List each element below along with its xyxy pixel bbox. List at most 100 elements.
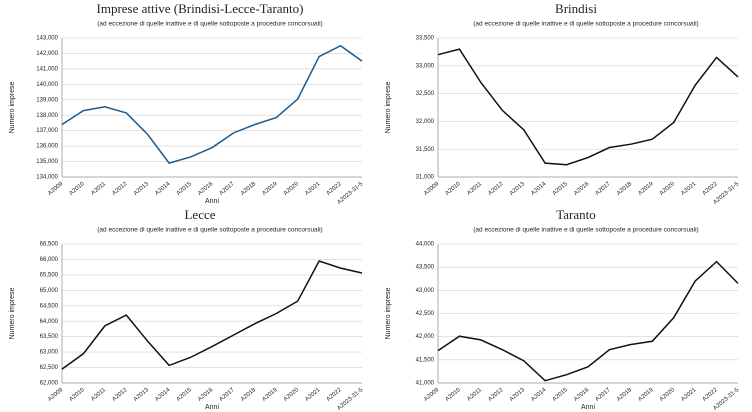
x-tick-label: A2016 xyxy=(197,181,215,197)
x-tick-label: A2013 xyxy=(509,387,527,403)
x-tick-label: A2022 xyxy=(326,387,344,403)
x-tick-label: A2015 xyxy=(552,387,570,403)
x-tick-label: A2017 xyxy=(595,181,613,197)
x-tick-label: A2019 xyxy=(261,387,279,403)
y-tick-label: 33,000 xyxy=(416,63,435,69)
x-tick-label: A2011 xyxy=(466,387,483,403)
x-tick-label: A2019 xyxy=(637,387,655,403)
y-tick-label: 31,000 xyxy=(416,175,435,181)
y-tick-label: 136,000 xyxy=(36,144,58,150)
y-tick-label: 66,500 xyxy=(40,242,59,248)
x-tick-label: A2017 xyxy=(219,387,237,403)
x-tick-label: A2011 xyxy=(466,181,483,197)
y-tick-label: 134,000 xyxy=(36,175,58,181)
chart-title: Imprese attive (Brindisi-Lecce-Taranto) xyxy=(97,1,304,16)
y-axis-label: Numero imprese xyxy=(385,288,392,340)
x-tick-label: A2012 xyxy=(487,387,505,403)
x-tick-label: A2014 xyxy=(154,387,172,403)
x-tick-label: A2021 xyxy=(680,181,698,197)
x-tick-label: A2021 xyxy=(304,181,322,197)
x-tick-label: A2009 xyxy=(423,181,441,197)
x-tick-label: A2016 xyxy=(573,387,591,403)
x-tick-label: A2014 xyxy=(530,181,548,197)
y-tick-label: 33,500 xyxy=(416,36,435,42)
x-axis-label: Anni xyxy=(205,198,219,205)
y-tick-label: 141,000 xyxy=(36,66,58,72)
data-line xyxy=(437,48,739,166)
y-tick-label: 64,000 xyxy=(40,319,59,325)
x-tick-label: A2013 xyxy=(133,181,151,197)
y-tick-label: 138,000 xyxy=(36,113,58,119)
y-tick-label: 143,000 xyxy=(36,36,58,42)
x-tick-label: A2017 xyxy=(219,181,237,197)
x-axis-label: Anni xyxy=(581,404,595,411)
x-tick-label: A2009 xyxy=(47,387,65,403)
x-tick-label: A2015 xyxy=(176,181,194,197)
x-tick-label: A2009 xyxy=(47,181,65,197)
x-tick-label: A2012 xyxy=(111,181,129,197)
x-tick-label: A2020 xyxy=(659,387,677,403)
y-tick-label: 66,000 xyxy=(40,257,59,263)
chart-subtitle: (ad eccezione di quelle inattive e di qu… xyxy=(473,227,698,234)
x-tick-label: A2015 xyxy=(552,181,570,197)
data-line xyxy=(61,260,363,370)
x-tick-label: A2020 xyxy=(283,181,301,197)
x-tick-label: A2017 xyxy=(595,387,613,403)
chart-panel: Brindisi (ad eccezione di quelle inattive… xyxy=(385,1,741,206)
x-tick-label: A2021 xyxy=(680,387,698,403)
y-tick-label: 62,500 xyxy=(40,365,59,371)
y-tick-label: 41,000 xyxy=(416,381,435,387)
x-tick-label: A2012 xyxy=(487,181,505,197)
x-tick-label: A2015 xyxy=(176,387,194,403)
y-tick-label: 139,000 xyxy=(36,97,58,103)
data-line xyxy=(437,260,739,382)
x-tick-label: A2016 xyxy=(197,387,215,403)
x-tick-label: A2019 xyxy=(637,181,655,197)
y-tick-label: 32,500 xyxy=(416,91,435,97)
x-tick-label: A2010 xyxy=(445,387,463,403)
x-tick-label: A2022 xyxy=(702,181,720,197)
y-tick-label: 42,000 xyxy=(416,334,435,340)
y-tick-label: 62,000 xyxy=(40,381,59,387)
y-tick-label: 44,000 xyxy=(416,242,435,248)
x-tick-label: A2020 xyxy=(283,387,301,403)
x-tick-label: A2019 xyxy=(261,181,279,197)
y-tick-label: 43,000 xyxy=(416,288,435,294)
x-tick-label: A2022 xyxy=(702,387,720,403)
x-tick-label: A2020 xyxy=(659,181,677,197)
chart-panel: Lecce (ad eccezione di quelle inattive e … xyxy=(9,207,365,412)
y-tick-label: 65,500 xyxy=(40,272,59,278)
x-tick-label: A2010 xyxy=(69,181,87,197)
y-tick-label: 64,500 xyxy=(40,303,59,309)
x-tick-label: A2011 xyxy=(90,181,107,197)
x-tick-label: A2018 xyxy=(616,387,634,403)
y-tick-label: 43,500 xyxy=(416,265,435,271)
x-tick-label: A2013 xyxy=(509,181,527,197)
y-tick-label: 32,000 xyxy=(416,119,435,125)
x-tick-label: A2009 xyxy=(423,387,441,403)
chart-subtitle: (ad eccezione di quelle inattive e di qu… xyxy=(97,227,322,234)
data-line xyxy=(61,44,363,164)
x-tick-label: A2014 xyxy=(530,387,548,403)
x-tick-label: A2010 xyxy=(69,387,87,403)
y-axis-label: Numero imprese xyxy=(385,82,392,134)
x-tick-label: A2010 xyxy=(445,181,463,197)
chart-subtitle: (ad eccezione di quelle inattive e di qu… xyxy=(473,21,698,28)
y-tick-label: 63,500 xyxy=(40,334,59,340)
y-tick-label: 137,000 xyxy=(36,128,58,134)
chart-panel: Taranto (ad eccezione di quelle inattive … xyxy=(385,207,741,412)
x-axis-label: Anni xyxy=(205,404,219,411)
y-axis-label: Numero imprese xyxy=(9,82,16,134)
chart-title: Lecce xyxy=(184,207,215,222)
x-tick-label: A2013 xyxy=(133,387,151,403)
chart-title: Taranto xyxy=(556,207,596,222)
x-tick-label: A2021 xyxy=(304,387,322,403)
x-tick-label: A2022 xyxy=(326,181,344,197)
y-tick-label: 41,500 xyxy=(416,357,435,363)
y-tick-label: 135,000 xyxy=(36,159,58,165)
x-tick-label: A2018 xyxy=(616,181,634,197)
y-tick-label: 140,000 xyxy=(36,82,58,88)
y-axis-label: Numero imprese xyxy=(9,288,16,340)
